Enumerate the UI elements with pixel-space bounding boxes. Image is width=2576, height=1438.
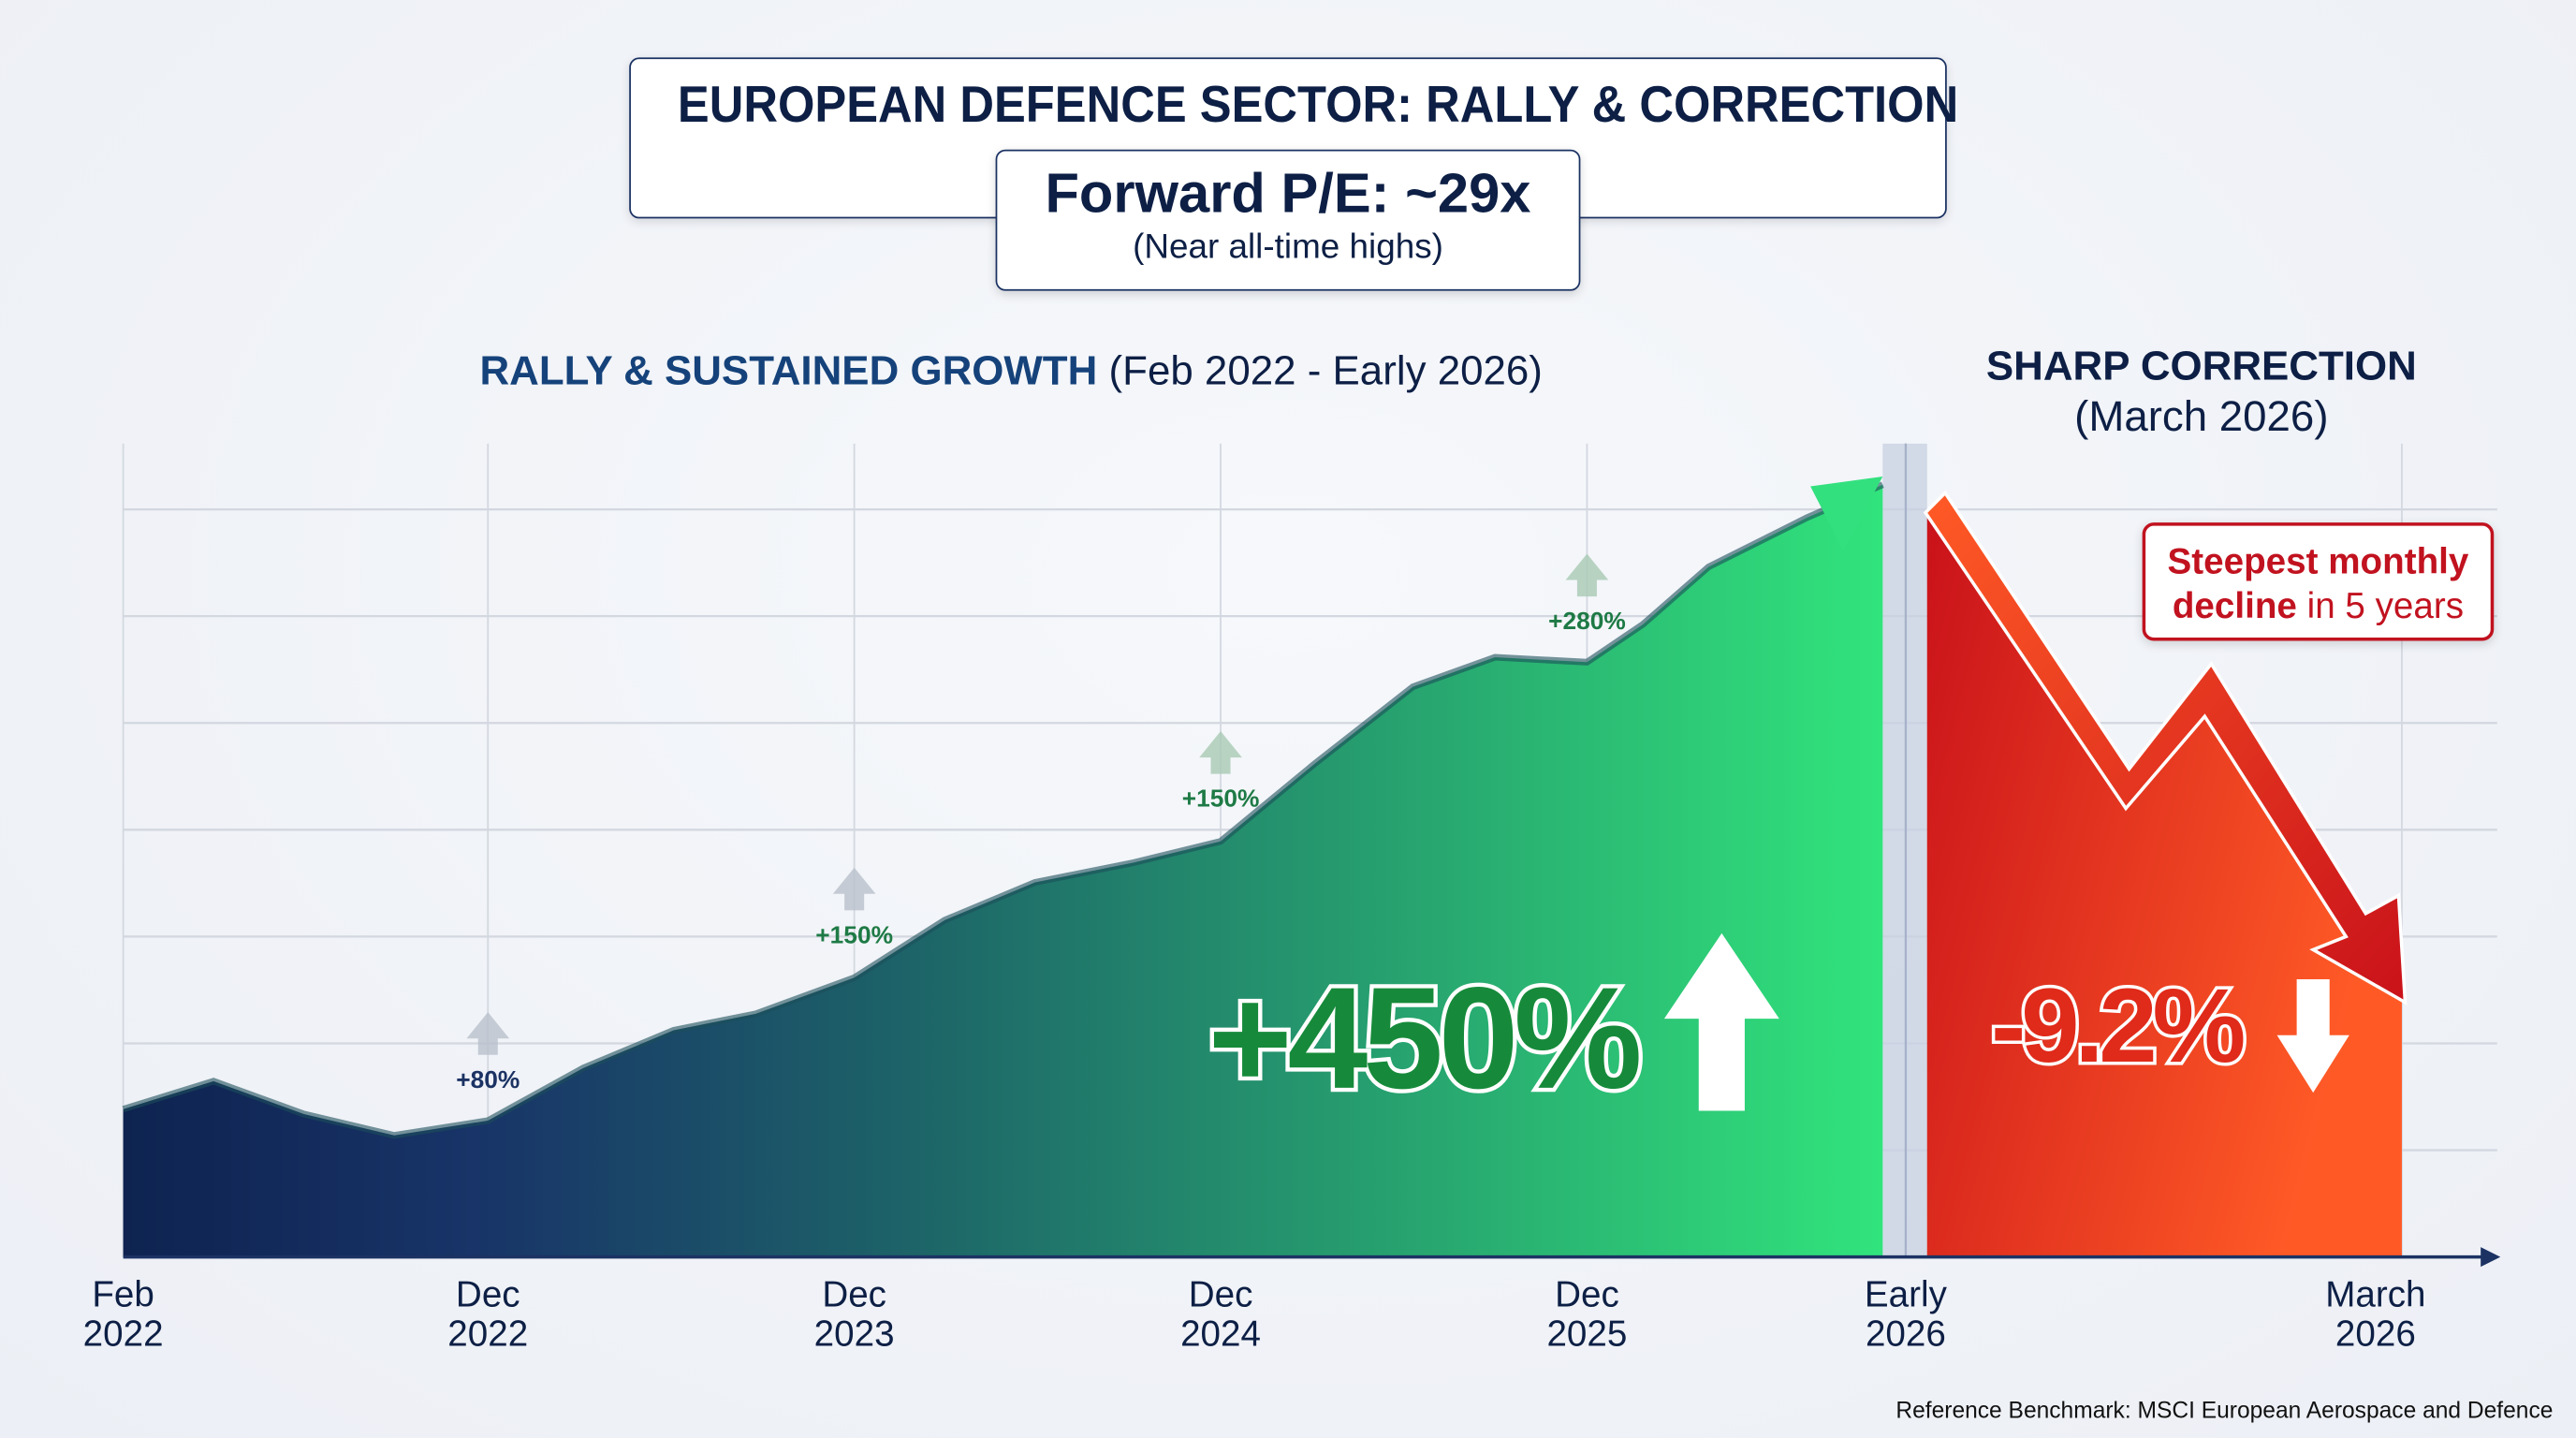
- growth-arrow-icon: [1565, 553, 1609, 597]
- callout-line-1: Steepest monthly: [2145, 539, 2491, 583]
- growth-label: +280%: [1548, 607, 1626, 635]
- correction-period-line: (March 2026): [1906, 391, 2497, 441]
- forward-pe: Forward P/E: ~29x: [1045, 162, 1531, 226]
- x-tick-label: Dec 2025: [1505, 1273, 1670, 1355]
- x-tick-label: Feb 2022: [41, 1273, 206, 1355]
- growth-label: +150%: [1182, 785, 1260, 813]
- callout-line-2-text: decline in 5 years: [2173, 583, 2464, 627]
- title-box: EUROPEAN DEFENCE SECTOR: RALLY & CORRECT…: [629, 57, 1958, 219]
- growth-arrow-icon: [466, 1012, 510, 1055]
- callout-bold2: decline: [2172, 584, 2297, 626]
- rally-area: [123, 484, 1883, 1257]
- rally-period: (Feb 2022 - Early 2026): [1108, 348, 1543, 395]
- down-arrow-icon: [2276, 979, 2349, 1093]
- x-tick-line2: 2026: [2334, 1313, 2416, 1355]
- correction-area: [1926, 509, 2402, 1257]
- growth-arrow-icon: [1199, 731, 1242, 774]
- title-wrap: EUROPEAN DEFENCE SECTOR: RALLY & CORRECT…: [631, 76, 1958, 145]
- x-tick-label: Dec 2024: [1138, 1273, 1303, 1355]
- x-tick-line1: Dec: [1555, 1273, 1619, 1315]
- source-footer: Reference Benchmark: MSCI European Aeros…: [1895, 1396, 2554, 1423]
- x-tick-label: March 2026: [2293, 1273, 2458, 1355]
- up-arrow-icon: [1663, 932, 1779, 1111]
- rally-arrowhead: [1810, 476, 1883, 550]
- x-tick-line1: Early: [1864, 1273, 1947, 1315]
- forward-pe-note: (Near all-time highs): [1133, 227, 1443, 267]
- x-tick-line1: Dec: [455, 1273, 520, 1315]
- forward-pe-line: Forward P/E: ~29x: [997, 151, 1578, 227]
- growth-label: +150%: [815, 920, 893, 948]
- forward-pe-note-line: (Near all-time highs): [997, 227, 1578, 270]
- x-tick-label: Dec 2023: [772, 1273, 937, 1355]
- rally-heading: RALLY & SUSTAINED GROWTH (Feb 2022 - Ear…: [479, 348, 1542, 396]
- callout-rest: in 5 years: [2296, 584, 2465, 626]
- callout-bold: Steepest monthly: [2167, 540, 2469, 582]
- rally-line: [122, 481, 1884, 1139]
- x-tick-line1: March: [2325, 1273, 2426, 1315]
- x-tick-line2: 2025: [1546, 1313, 1628, 1355]
- correction-label: -9.2%: [1991, 966, 2243, 1084]
- divider-band: [1882, 443, 1927, 1257]
- growth-arrow-icon: [832, 867, 876, 911]
- x-tick-line1: Dec: [822, 1273, 886, 1315]
- correction-heading: SHARP CORRECTION (March 2026): [1906, 342, 2497, 441]
- rally-title: RALLY & SUSTAINED GROWTH: [479, 348, 1098, 395]
- decline-callout: Steepest monthly decline in 5 years: [2142, 522, 2495, 641]
- x-tick-line2: 2022: [447, 1313, 529, 1355]
- x-tick-label: Dec 2022: [406, 1273, 571, 1355]
- callout-line-2: decline in 5 years: [2145, 583, 2491, 627]
- x-tick-line2: 2024: [1180, 1313, 1261, 1355]
- growth-label: +80%: [456, 1065, 520, 1093]
- correction-arrow: [1923, 490, 2408, 1005]
- valuation-box: Forward P/E: ~29x (Near all-time highs): [995, 149, 1581, 291]
- correction-title-line: SHARP CORRECTION: [1906, 342, 2497, 391]
- x-axis-arrow: [2481, 1247, 2501, 1268]
- correction-period: (March 2026): [2074, 390, 2329, 441]
- x-tick-line2: 2022: [82, 1313, 164, 1355]
- correction-title: SHARP CORRECTION: [1985, 343, 2417, 389]
- total-rally-label: +450%: [1208, 957, 1639, 1119]
- x-tick-line1: Feb: [92, 1273, 154, 1315]
- x-tick-line1: Dec: [1188, 1273, 1253, 1315]
- x-tick-label: Early 2026: [1823, 1273, 1988, 1355]
- chart-title: EUROPEAN DEFENCE SECTOR: RALLY & CORRECT…: [677, 75, 1959, 134]
- x-tick-line2: 2023: [813, 1313, 895, 1355]
- x-tick-line2: 2026: [1865, 1313, 1946, 1355]
